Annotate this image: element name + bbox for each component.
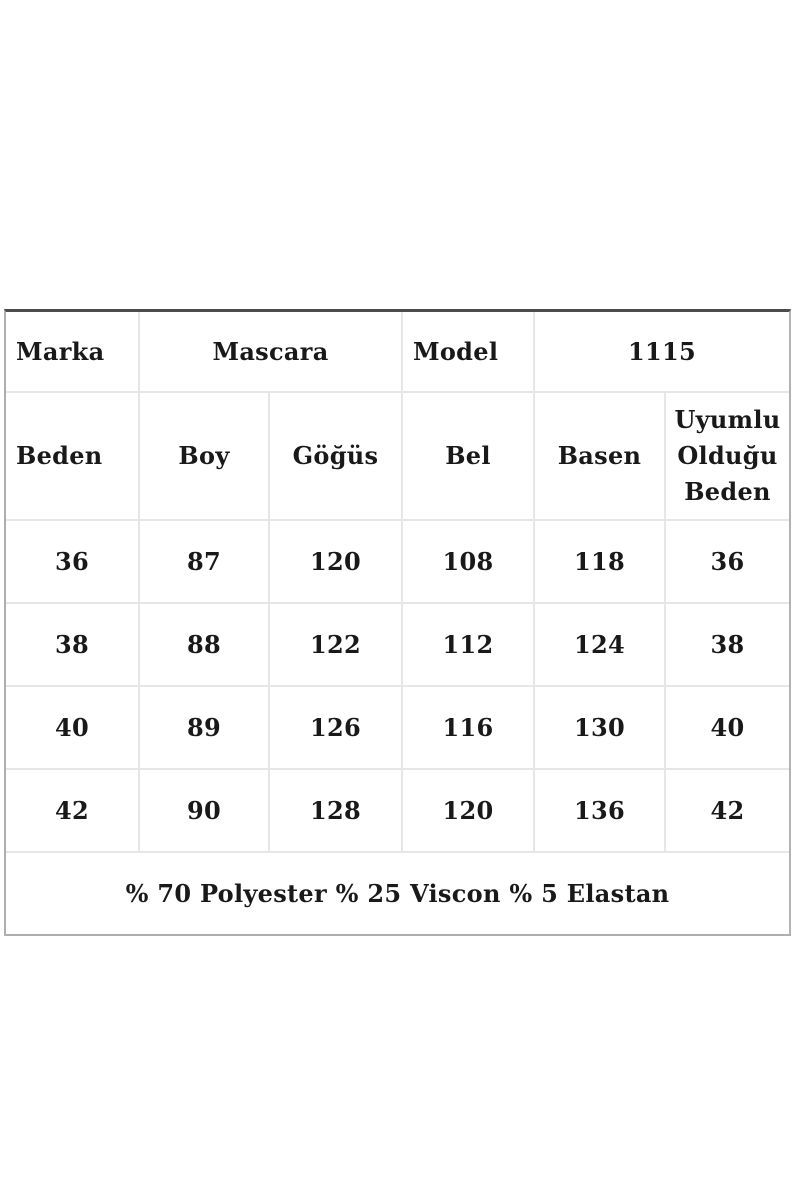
brand-value: Mascara	[138, 312, 403, 393]
size-cell: 130	[533, 685, 666, 770]
size-cell: 89	[138, 685, 270, 770]
size-chart-panel: Marka Mascara Model 1115 Beden Boy Göğüs…	[4, 309, 791, 936]
column-header-gogus: Göğüs	[268, 391, 403, 521]
size-chart-table: Marka Mascara Model 1115 Beden Boy Göğüs…	[6, 312, 789, 934]
column-header-basen: Basen	[533, 391, 666, 521]
fabric-composition-row: % 70 Polyester % 25 Viscon % 5 Elastan	[6, 851, 789, 934]
size-cell: 42	[6, 768, 140, 853]
size-cell: 38	[664, 602, 789, 687]
size-cell: 122	[268, 602, 403, 687]
size-row-42: 42 90 128 120 136 42	[6, 768, 789, 853]
size-cell: 36	[664, 519, 789, 604]
size-row-40: 40 89 126 116 130 40	[6, 685, 789, 770]
size-cell: 42	[664, 768, 789, 853]
size-cell: 120	[268, 519, 403, 604]
size-cell: 36	[6, 519, 140, 604]
size-cell: 87	[138, 519, 270, 604]
column-header-boy: Boy	[138, 391, 270, 521]
size-row-38: 38 88 122 112 124 38	[6, 602, 789, 687]
brand-label: Marka	[6, 312, 140, 393]
size-cell: 88	[138, 602, 270, 687]
size-cell: 38	[6, 602, 140, 687]
column-header-uyumlu-oldugu-beden: Uyumlu Olduğu Beden	[664, 391, 789, 521]
size-cell: 90	[138, 768, 270, 853]
fabric-composition-text: % 70 Polyester % 25 Viscon % 5 Elastan	[6, 851, 789, 934]
size-cell: 124	[533, 602, 666, 687]
model-label: Model	[401, 312, 535, 393]
size-cell: 108	[401, 519, 535, 604]
column-header-bel: Bel	[401, 391, 535, 521]
size-cell: 126	[268, 685, 403, 770]
size-cell: 136	[533, 768, 666, 853]
model-value: 1115	[533, 312, 789, 393]
column-header-row: Beden Boy Göğüs Bel Basen Uyumlu Olduğu …	[6, 391, 789, 521]
size-cell: 112	[401, 602, 535, 687]
size-row-36: 36 87 120 108 118 36	[6, 519, 789, 604]
column-header-beden: Beden	[6, 391, 140, 521]
size-cell: 40	[6, 685, 140, 770]
size-cell: 116	[401, 685, 535, 770]
brand-model-row: Marka Mascara Model 1115	[6, 312, 789, 393]
size-cell: 128	[268, 768, 403, 853]
size-cell: 120	[401, 768, 535, 853]
size-cell: 118	[533, 519, 666, 604]
size-cell: 40	[664, 685, 789, 770]
